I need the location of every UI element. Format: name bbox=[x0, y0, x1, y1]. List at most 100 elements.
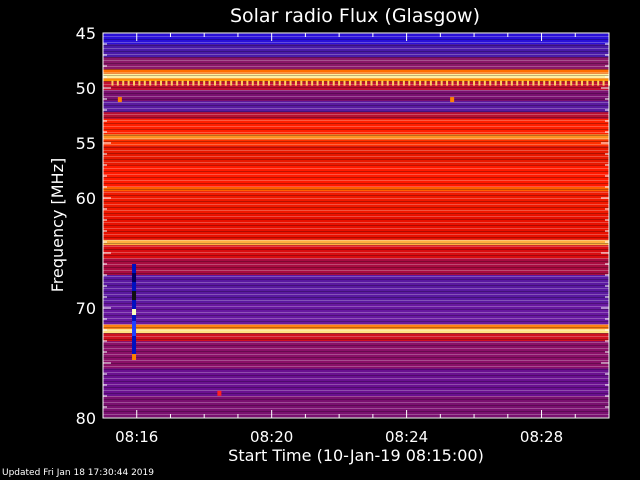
comb-dot bbox=[338, 80, 341, 86]
comb-dot bbox=[597, 80, 600, 86]
comb-dot bbox=[186, 80, 189, 86]
comb-dot bbox=[203, 80, 206, 86]
comb-dot bbox=[133, 80, 136, 86]
comb-dot bbox=[537, 80, 540, 86]
comb-dot bbox=[483, 80, 486, 86]
spectrum-row-3 bbox=[103, 69, 609, 74]
comb-dot bbox=[213, 80, 216, 86]
burst-segment bbox=[132, 288, 137, 291]
x-tick-label: 08:28 bbox=[520, 428, 563, 446]
spectrum-row-22 bbox=[103, 302, 609, 325]
comb-dot bbox=[348, 80, 351, 86]
burst-segment bbox=[132, 300, 137, 303]
comb-dot bbox=[181, 80, 184, 86]
burst-segment bbox=[132, 339, 137, 342]
comb-dot bbox=[564, 80, 567, 86]
comb-dot bbox=[294, 80, 297, 86]
burst-segment bbox=[132, 351, 137, 354]
burst-segment bbox=[132, 318, 137, 321]
spectrum-row-14 bbox=[103, 165, 609, 187]
burst-segment bbox=[132, 267, 137, 270]
comb-dot bbox=[192, 80, 195, 86]
spectrum-row-25 bbox=[103, 333, 609, 341]
comb-dot bbox=[235, 80, 238, 86]
comb-dot bbox=[381, 80, 384, 86]
spectrum-row-2 bbox=[103, 57, 609, 70]
spectrum-row-17 bbox=[103, 214, 609, 240]
comb-dot bbox=[154, 80, 157, 86]
comb-dot bbox=[176, 80, 179, 86]
comb-dot bbox=[419, 80, 422, 86]
comb-dot bbox=[413, 80, 416, 86]
spectrum-spot bbox=[117, 97, 122, 103]
x-tick-label: 08:16 bbox=[115, 428, 158, 446]
comb-dot bbox=[321, 80, 324, 86]
comb-dot bbox=[489, 80, 492, 86]
spectrum-row-6 bbox=[103, 81, 609, 91]
comb-dot bbox=[197, 80, 200, 86]
x-axis-label: Start Time (10-Jan-19 08:15:00) bbox=[228, 446, 484, 465]
spectrum-row-5 bbox=[103, 78, 609, 82]
spectrum-row-0 bbox=[103, 33, 609, 44]
comb-dot bbox=[527, 80, 530, 86]
burst-segment bbox=[132, 321, 137, 324]
burst-segment bbox=[132, 270, 137, 273]
comb-dot bbox=[591, 80, 594, 86]
comb-dot bbox=[305, 80, 308, 86]
comb-dot bbox=[160, 80, 163, 86]
burst-segment bbox=[132, 294, 137, 297]
comb-dot bbox=[462, 80, 465, 86]
burst-segment bbox=[132, 282, 137, 285]
comb-dot bbox=[343, 80, 346, 86]
spectrum-row-19 bbox=[103, 245, 609, 259]
comb-dot bbox=[127, 80, 130, 86]
comb-dot bbox=[257, 80, 260, 86]
comb-dot bbox=[473, 80, 476, 86]
spectrum-row-8 bbox=[103, 101, 609, 113]
comb-dot bbox=[548, 80, 551, 86]
spectrum-texture bbox=[103, 33, 609, 418]
comb-dot bbox=[300, 80, 303, 86]
comb-dot bbox=[602, 80, 605, 86]
comb-dot bbox=[224, 80, 227, 86]
comb-dot bbox=[278, 80, 281, 86]
spectrum-row-26 bbox=[103, 341, 609, 369]
comb-dot bbox=[543, 80, 546, 86]
spectrum-row-27 bbox=[103, 368, 609, 396]
comb-dot bbox=[521, 80, 524, 86]
spectrum-row-9 bbox=[103, 112, 609, 119]
spectrum-row-11 bbox=[103, 134, 609, 140]
comb-dot bbox=[478, 80, 481, 86]
comb-dot bbox=[116, 80, 119, 86]
comb-dot bbox=[500, 80, 503, 86]
axes: 08:16 08:20 08:24 08:28 45 50 55 60 70 80 bbox=[76, 24, 610, 446]
y-tick-label: 55 bbox=[76, 134, 96, 153]
comb-dot bbox=[149, 80, 152, 86]
plot-frame bbox=[102, 32, 610, 419]
comb-dot bbox=[467, 80, 470, 86]
burst-segment bbox=[132, 315, 137, 318]
burst-segment bbox=[132, 264, 137, 267]
comb-dot bbox=[554, 80, 557, 86]
comb-dot bbox=[494, 80, 497, 86]
spectrum-row-16 bbox=[103, 191, 609, 215]
comb-dot bbox=[230, 80, 233, 86]
spectrum-spot bbox=[450, 97, 455, 103]
comb-dot bbox=[267, 80, 270, 86]
comb-dot bbox=[575, 80, 578, 86]
comb-dot bbox=[451, 80, 454, 86]
burst-segment bbox=[132, 279, 137, 282]
comb-dot bbox=[289, 80, 292, 86]
comb-dot bbox=[570, 80, 573, 86]
comb-dot bbox=[586, 80, 589, 86]
comb-dot bbox=[510, 80, 513, 86]
comb-dot bbox=[397, 80, 400, 86]
burst-segment bbox=[132, 330, 137, 333]
burst-segment bbox=[132, 276, 137, 279]
spectrum-row-10 bbox=[103, 118, 609, 135]
y-tick-label: 50 bbox=[76, 79, 96, 98]
y-axis-label: Frequency [MHz] bbox=[48, 158, 67, 292]
burst-segment bbox=[132, 348, 137, 351]
spectrum-row-21 bbox=[103, 275, 609, 303]
y-tick-label: 80 bbox=[76, 409, 96, 428]
